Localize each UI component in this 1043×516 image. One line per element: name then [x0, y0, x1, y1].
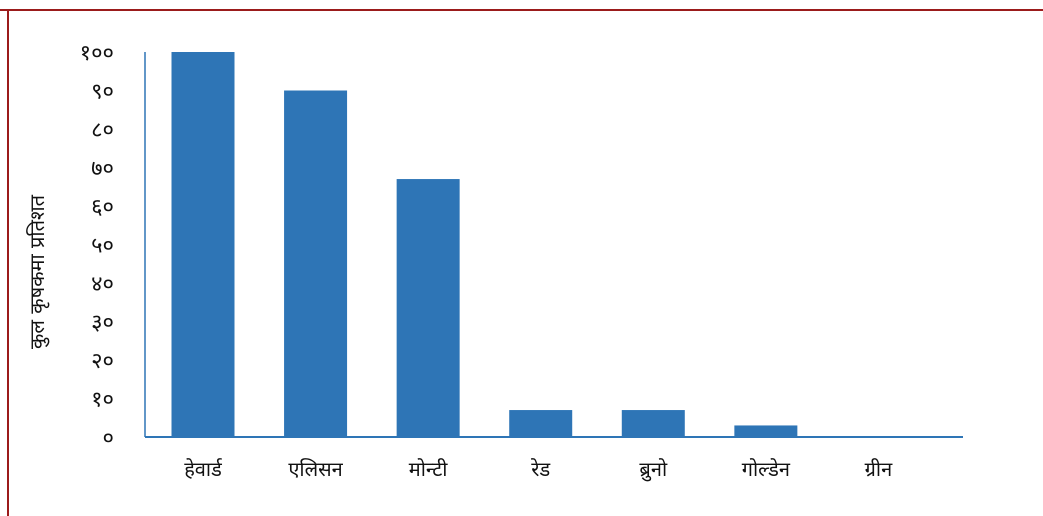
x-tick-label: हेवार्ड [184, 457, 223, 481]
x-tick-label: रेड [530, 457, 550, 481]
frame-top-border [0, 9, 1043, 11]
frame-left-border [7, 9, 9, 516]
y-tick-label: ८० [91, 118, 114, 143]
bar [396, 179, 460, 438]
x-tick-labels: हेवार्ड एलिसन मोन्टी रेड ब्रुनो गोल्डेन ग्रीन [184, 457, 893, 482]
y-tick-label: ५० [91, 234, 114, 259]
bar [509, 410, 573, 437]
bar [621, 410, 685, 437]
y-tick-labels: ० १० २० ३० ४० ५० ६० ७० ८० ९० १०० [80, 41, 114, 451]
x-tick-label: ब्रुनो [639, 457, 668, 482]
y-tick-label: ७० [91, 157, 114, 182]
y-axis-title: कुल कृषकमा प्रतिशत [25, 194, 50, 349]
x-tick-label: एलिसन [288, 457, 343, 481]
bars [171, 52, 798, 438]
y-tick-label: ६० [91, 195, 114, 220]
y-tick-label: ९० [91, 80, 114, 105]
y-tick-label: १० [91, 388, 114, 413]
x-tick-label: मोन्टी [409, 457, 448, 481]
x-tick-label: गोल्डेन [742, 457, 791, 481]
x-tick-label: ग्रीन [865, 457, 893, 481]
y-tick-label: ० [103, 426, 114, 451]
bar [734, 425, 798, 437]
y-tick-label: २० [91, 349, 114, 374]
bar [284, 90, 348, 437]
y-tick-label: ४० [91, 272, 114, 297]
y-axis-title-group: कुल कृषकमा प्रतिशत [25, 194, 50, 349]
bar [171, 52, 235, 437]
y-tick-label: १०० [80, 41, 114, 66]
y-tick-label: ३० [91, 311, 114, 336]
